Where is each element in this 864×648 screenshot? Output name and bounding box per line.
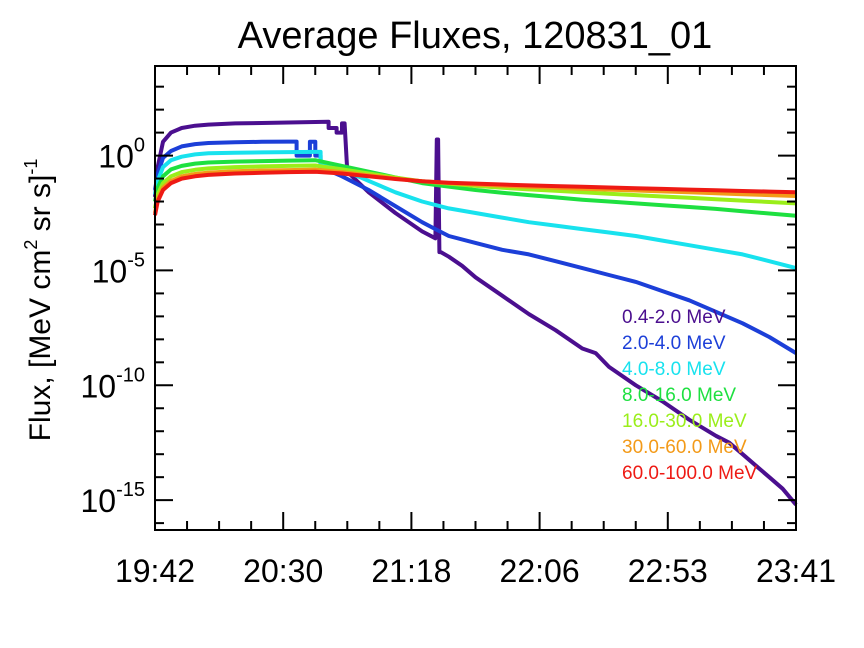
axis-ticks (154, 66, 797, 530)
y-tick-labels: 100 10-5 10-10 10-15 (81, 135, 146, 520)
legend: 0.4-2.0 MeV 2.0-4.0 MeV 4.0-8.0 MeV 8.0-16.… (622, 307, 758, 484)
legend-entry: 4.0-8.0 MeV (622, 359, 726, 380)
plot-frame (154, 65, 797, 531)
x-tick-label: 21:18 (371, 553, 451, 589)
x-tick-label: 23:41 (756, 553, 836, 589)
legend-entry: 60.0-100.0 MeV (622, 463, 758, 484)
legend-entry: 0.4-2.0 MeV (622, 307, 726, 328)
series-line-2 (153, 149, 797, 271)
legend-entry: 2.0-4.0 MeV (622, 333, 726, 354)
legend-entry: 30.0-60.0 MeV (622, 437, 747, 458)
svg-text:Flux, [MeV cm2 sr s]-1: Flux, [MeV cm2 sr s]-1 (21, 159, 57, 442)
x-tick-labels: 19:42 20:30 21:18 22:06 22:53 23:41 (115, 553, 836, 589)
y-tick-label: 10-10 (81, 364, 146, 404)
plot-lines (153, 119, 798, 506)
y-tick-label: 10-5 (92, 249, 145, 289)
x-tick-label: 19:42 (115, 553, 195, 589)
legend-entry: 16.0-30.0 MeV (622, 411, 747, 432)
y-axis-label-middle: sr s] (24, 175, 57, 240)
series-line-0 (153, 119, 798, 506)
series-line-6 (153, 169, 797, 216)
x-tick-label: 22:53 (628, 553, 708, 589)
series-line-1 (153, 139, 798, 355)
y-axis-label-sup2: -1 (21, 159, 41, 175)
y-axis-label-prefix: Flux, [MeV cm (24, 250, 57, 442)
y-tick-label: 100 (98, 135, 145, 175)
x-tick-label: 20:30 (243, 553, 323, 589)
x-tick-label: 22:06 (500, 553, 580, 589)
y-tick-label: 10-15 (81, 479, 146, 519)
y-axis-label-sup1: 2 (21, 240, 41, 250)
chart-title: Average Fluxes, 120831_01 (238, 15, 713, 57)
y-axis-label: Flux, [MeV cm2 sr s]-1 (21, 159, 57, 442)
legend-entry: 8.0-16.0 MeV (622, 385, 736, 406)
